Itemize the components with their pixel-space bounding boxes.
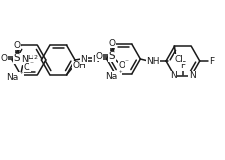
Text: N: N: [169, 71, 176, 80]
Text: ⁺: ⁺: [118, 71, 122, 77]
Text: Cl: Cl: [173, 55, 182, 64]
Text: N: N: [80, 55, 87, 64]
Text: O: O: [108, 39, 115, 48]
Text: ⁻: ⁻: [29, 60, 33, 69]
Text: Na: Na: [105, 72, 117, 81]
Text: ⁺: ⁺: [20, 72, 23, 78]
Text: S: S: [108, 51, 115, 61]
Text: Na: Na: [7, 73, 19, 82]
Text: N: N: [92, 55, 99, 64]
Text: O: O: [95, 52, 102, 61]
Text: NH: NH: [21, 55, 34, 64]
Text: O: O: [13, 41, 20, 50]
Text: N: N: [188, 71, 195, 80]
Text: NH: NH: [146, 56, 159, 65]
Text: F: F: [208, 56, 213, 65]
Text: O: O: [23, 63, 30, 72]
Text: ⁻: ⁻: [124, 58, 128, 67]
Text: O: O: [118, 61, 125, 70]
Text: 2: 2: [33, 55, 37, 60]
Text: O: O: [0, 54, 7, 63]
Text: F: F: [180, 61, 185, 70]
Text: S: S: [13, 53, 20, 63]
Text: OH: OH: [72, 61, 86, 70]
